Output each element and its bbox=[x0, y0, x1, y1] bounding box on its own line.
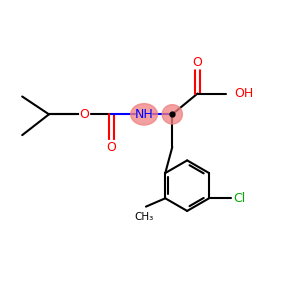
Text: Cl: Cl bbox=[234, 192, 246, 205]
Ellipse shape bbox=[162, 105, 182, 124]
Text: O: O bbox=[106, 140, 116, 154]
Ellipse shape bbox=[131, 103, 158, 125]
Text: O: O bbox=[80, 108, 89, 121]
Text: CH₃: CH₃ bbox=[135, 212, 154, 222]
Text: O: O bbox=[193, 56, 202, 69]
Text: OH: OH bbox=[235, 87, 254, 100]
Text: NH: NH bbox=[135, 108, 153, 121]
